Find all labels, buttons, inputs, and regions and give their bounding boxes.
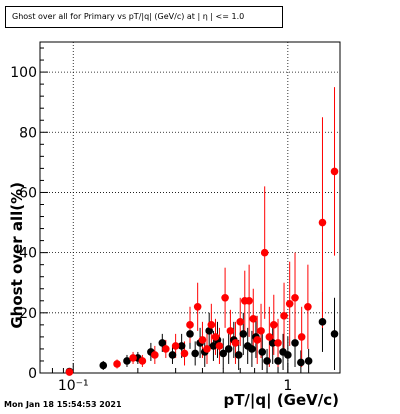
data-point <box>330 330 339 338</box>
data-point <box>215 342 224 350</box>
data-point <box>198 336 207 344</box>
data-point <box>180 349 189 358</box>
data-point <box>260 248 269 257</box>
data-point <box>297 333 306 341</box>
data-point <box>257 327 265 335</box>
data-markers <box>65 167 339 376</box>
y-axis-label: Ghost over all(%) <box>8 182 26 329</box>
x-axis-label: pT/|q| (GeV/c) <box>223 391 339 410</box>
data-point <box>186 321 194 329</box>
data-point <box>193 303 202 311</box>
plot-frame <box>39 41 341 374</box>
data-point <box>274 357 282 365</box>
data-point <box>158 339 167 347</box>
data-point <box>297 358 305 367</box>
y-tick-label: 80 <box>19 125 37 141</box>
data-point <box>113 360 121 368</box>
chart-title: Ghost over all for Primary vs pT/|q| (Ge… <box>12 12 245 21</box>
data-point <box>219 349 228 358</box>
y-tick-label: 100 <box>10 65 37 81</box>
data-point <box>265 333 274 341</box>
data-point <box>245 296 253 305</box>
data-point <box>226 327 235 335</box>
y-tick-label: 40 <box>19 246 37 262</box>
data-point <box>209 342 218 350</box>
data-point <box>249 315 258 323</box>
data-point <box>248 345 256 353</box>
data-point <box>258 348 267 356</box>
data-point <box>280 312 288 320</box>
data-point <box>168 351 177 359</box>
data-point <box>318 218 327 227</box>
data-point <box>269 321 278 329</box>
chart-title-box: Ghost over all for Primary vs pT/|q| (Ge… <box>5 6 283 28</box>
data-point <box>253 336 262 344</box>
data-point <box>234 351 243 359</box>
data-point <box>138 357 147 365</box>
data-point <box>285 299 294 308</box>
x-tick-label: 10⁻¹ <box>58 378 89 394</box>
timestamp: Mon Jan 18 15:54:53 2021 <box>4 400 122 409</box>
data-point <box>186 330 194 338</box>
error-bars <box>68 87 336 373</box>
data-point <box>236 318 245 326</box>
data-point <box>162 345 170 353</box>
data-point <box>330 167 339 176</box>
data-point <box>221 293 229 302</box>
data-point <box>291 293 299 302</box>
data-point <box>239 330 248 338</box>
data-point <box>203 345 211 353</box>
data-point <box>231 339 240 347</box>
data-point <box>268 339 277 347</box>
data-point <box>224 345 233 353</box>
data-point <box>263 357 271 365</box>
data-point <box>274 339 282 347</box>
data-point <box>177 342 186 350</box>
data-point <box>171 342 180 350</box>
data-point <box>207 321 216 329</box>
data-point <box>304 303 312 311</box>
data-point <box>284 351 292 359</box>
data-point <box>205 327 213 335</box>
tick-labels: 0 20 40 60 80 100 10⁻¹ 1 <box>10 65 292 394</box>
data-point <box>123 357 131 365</box>
data-point <box>151 351 159 359</box>
data-point <box>191 349 199 358</box>
data-point <box>211 333 220 341</box>
axis-ticks <box>39 47 289 374</box>
data-point <box>65 368 74 376</box>
data-point <box>129 354 137 362</box>
x-tick-label: 1 <box>283 378 292 394</box>
y-tick-label: 0 <box>28 366 37 382</box>
data-point <box>291 339 299 347</box>
y-tick-label: 60 <box>19 185 37 201</box>
data-point <box>304 357 313 365</box>
y-tick-label: 20 <box>19 306 37 322</box>
data-point <box>318 318 327 326</box>
data-point <box>99 361 108 370</box>
